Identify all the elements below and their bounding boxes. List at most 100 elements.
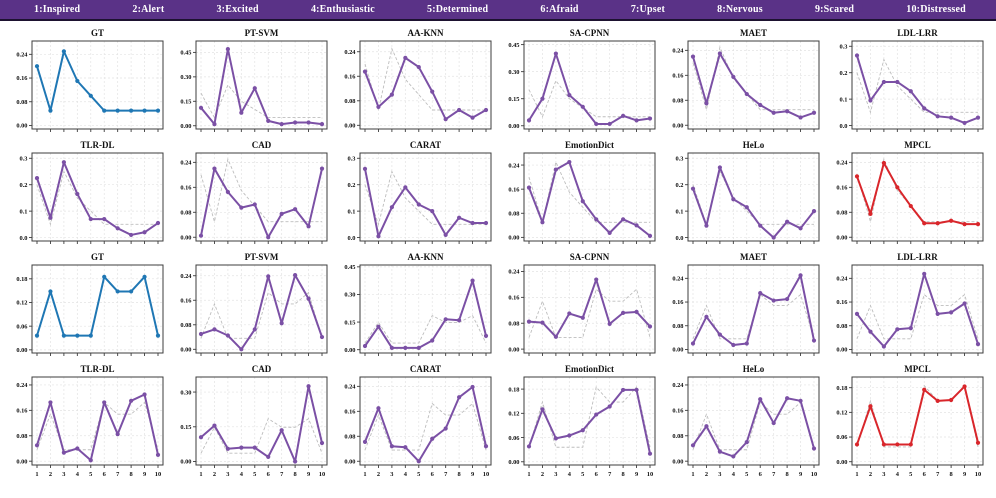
axes-box: [195, 376, 328, 466]
data-point-marker: [580, 315, 585, 320]
series-line: [528, 388, 651, 455]
axes-box: [195, 264, 328, 354]
plot-background: [196, 41, 327, 129]
data-point-marker: [647, 324, 653, 329]
data-point-marker: [553, 436, 558, 441]
legend-label-determined: 5:Determined: [427, 4, 489, 15]
data-point-marker: [430, 89, 435, 94]
data-point-marker: [567, 311, 572, 316]
y-tick-label: 0.16: [836, 299, 848, 306]
data-point-marker: [212, 423, 217, 428]
data-point-marker: [403, 185, 408, 190]
x-tick-label: 2: [213, 471, 216, 478]
data-point-marker: [198, 233, 204, 238]
data-point-marker: [198, 435, 204, 440]
data-point-marker: [949, 115, 954, 120]
chart-plot: 0.00 0.08 0.16 0.24: [16, 40, 164, 132]
y-tick-label: 0.16: [672, 408, 684, 415]
data-point-marker: [293, 273, 298, 278]
y-tick-label: 0.08: [344, 98, 355, 105]
data-point-marker: [975, 222, 981, 227]
data-point-marker: [621, 310, 626, 315]
data-point-marker: [798, 115, 803, 120]
data-point-marker: [34, 176, 40, 181]
data-point-marker: [704, 101, 709, 106]
y-tick-label: 0.24: [672, 382, 684, 389]
axes-box: [851, 264, 984, 354]
data-point-marker: [470, 220, 475, 226]
series-line: [856, 272, 979, 348]
y-tick-label: 0.3: [676, 155, 684, 162]
chart-maet-s1: MAET 0.00 0.08 0.16 0.24: [662, 24, 826, 136]
y-tick-label: 0.16: [672, 299, 684, 306]
data-point-marker: [142, 108, 147, 113]
data-point-marker: [607, 321, 612, 326]
y-tick-label: 0.24: [836, 160, 848, 167]
x-tick-label: 5: [581, 471, 584, 478]
data-point-marker: [129, 108, 134, 113]
y-tick-label: 0.00: [836, 459, 847, 466]
x-tick-label: 3: [62, 471, 65, 478]
data-point-marker: [621, 217, 626, 222]
axes-box: [31, 40, 164, 130]
y-tick-label: 0.16: [16, 75, 28, 82]
y-tick-label: 0.08: [180, 209, 191, 216]
data-point-marker: [319, 440, 325, 446]
x-tick-label: 2: [869, 471, 872, 478]
chart-mpcl-s2: MPCL 1 2 3 4 5 6 7 8 9 10 0.00 0.06 0.12 0.18: [826, 360, 990, 481]
data-point-marker: [266, 235, 271, 240]
x-tick-label: 6: [267, 471, 271, 478]
chart-gt-s2: GT 0.00 0.06 0.12 0.18: [6, 248, 170, 360]
ground-truth-reference-line: [528, 288, 651, 338]
data-point-marker: [403, 55, 408, 60]
y-tick-label: 0.30: [180, 389, 191, 396]
data-point-marker: [744, 205, 749, 210]
chart-plot: 1 2 3 4 5 6 7 8 9 10 0.00 0.08 0.16 0.24: [16, 376, 164, 478]
ground-truth-reference-line: [528, 79, 650, 118]
data-point-marker: [279, 211, 284, 216]
y-tick-label: 0.00: [836, 234, 847, 241]
data-point-marker: [758, 223, 763, 228]
x-tick-label: 7: [444, 471, 448, 478]
y-tick-label: 0.00: [16, 123, 27, 130]
data-point-marker: [279, 321, 284, 326]
data-point-marker: [362, 69, 368, 74]
chart-tlr-dl-s1: TLR-DL 0.0 0.1 0.2 0.3: [6, 136, 170, 248]
chart-title: MAET: [740, 252, 767, 262]
data-point-marker: [758, 102, 763, 108]
data-point-marker: [771, 420, 776, 426]
series-line: [528, 161, 651, 237]
data-point-marker: [908, 89, 913, 94]
data-point-marker: [376, 324, 381, 329]
axes-box: [195, 40, 328, 130]
plot-background: [32, 41, 163, 129]
axes-box: [851, 152, 984, 242]
data-point-marker: [403, 345, 408, 350]
ground-truth-reference-line: [200, 291, 323, 339]
data-point-marker: [239, 347, 244, 352]
axes-box: [687, 40, 820, 130]
data-point-marker: [75, 191, 80, 197]
chart-cad-s1: CAD 0.00 0.08 0.16 0.24: [170, 136, 334, 248]
series-line: [200, 385, 323, 463]
axes-box: [359, 376, 492, 466]
data-point-marker: [553, 167, 558, 172]
data-point-marker: [540, 407, 545, 412]
axes-box: [359, 152, 492, 242]
x-tick-label: 7: [936, 471, 940, 478]
data-point-marker: [470, 384, 475, 390]
data-point-marker: [61, 49, 66, 54]
chart-plot: 0.0 0.1 0.2 0.3: [840, 40, 984, 132]
y-tick-label: 0.16: [344, 409, 356, 416]
data-point-marker: [895, 185, 900, 190]
data-point-marker: [868, 404, 873, 409]
y-tick-label: 0.30: [344, 292, 355, 299]
data-point-marker: [430, 338, 435, 343]
plot-background: [360, 265, 491, 353]
data-point-marker: [266, 274, 271, 279]
y-tick-label: 0.12: [508, 411, 519, 418]
series-line: [36, 275, 159, 337]
data-point-marker: [798, 226, 803, 231]
ground-truth-reference-line: [36, 401, 159, 451]
